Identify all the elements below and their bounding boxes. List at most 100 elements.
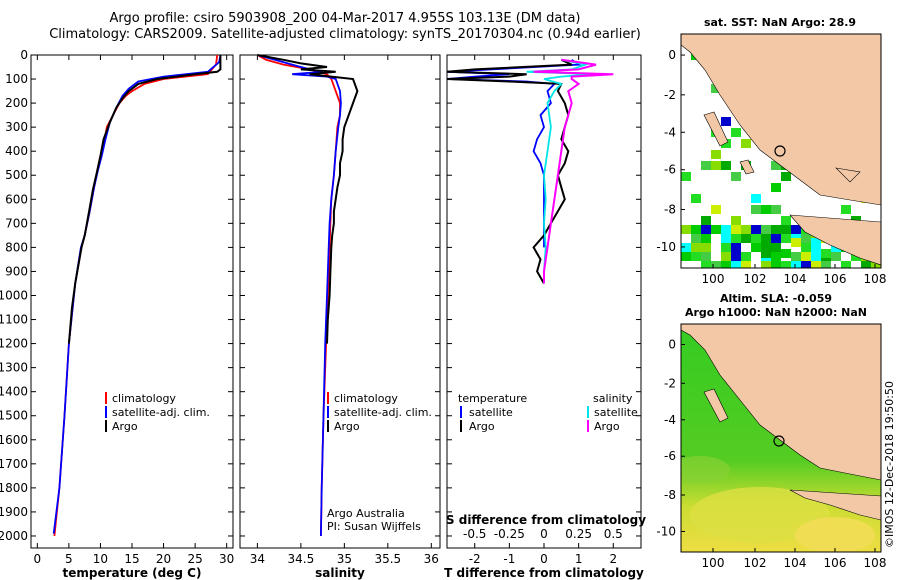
y-tick-label: 800 bbox=[5, 240, 28, 254]
figure-title-line2: Climatology: CARS2009. Satellite-adjuste… bbox=[49, 27, 641, 42]
sst-cell bbox=[741, 261, 751, 268]
temperature-panel: 0 5 10 15 20 25 300100200300400500600700800900… bbox=[0, 48, 234, 580]
plot-frame bbox=[446, 54, 642, 549]
sst-cell bbox=[731, 261, 741, 268]
sst-cell bbox=[721, 243, 731, 252]
sst-cell bbox=[861, 261, 871, 268]
y-tick-label: 100 bbox=[5, 72, 28, 86]
sst-cell bbox=[711, 261, 721, 268]
sst-cell bbox=[731, 243, 741, 252]
sst-cell bbox=[731, 216, 741, 225]
sst-cell bbox=[741, 234, 751, 243]
sst-cell bbox=[701, 216, 711, 225]
sst-cell bbox=[771, 205, 781, 214]
plot-frame bbox=[239, 54, 441, 549]
x-tick-label: 20 bbox=[156, 552, 171, 566]
map-x-tick-label: 106 bbox=[824, 556, 847, 570]
sst-cell bbox=[841, 261, 851, 268]
sst-cell bbox=[741, 139, 751, 148]
s-tick-label: -0.25 bbox=[494, 527, 525, 541]
map-y-tick-label: -4 bbox=[664, 413, 676, 427]
y-tick-label: 400 bbox=[5, 144, 28, 158]
sst-cell bbox=[811, 261, 821, 268]
sst-cell bbox=[731, 128, 741, 137]
legend-salinity-title: salinity bbox=[593, 392, 633, 405]
x-tick-label: 35.5 bbox=[374, 552, 401, 566]
sst-cell bbox=[731, 252, 741, 261]
legend-s-argo: Argo bbox=[594, 420, 620, 433]
sst-cell bbox=[781, 216, 791, 225]
x-tick-label: 0 bbox=[33, 552, 41, 566]
map-y-tick-label: -10 bbox=[656, 240, 676, 254]
sst-cell bbox=[691, 225, 701, 234]
sst-cell bbox=[691, 252, 701, 261]
map-y-tick-label: -6 bbox=[664, 449, 676, 463]
map-x-tick-label: 108 bbox=[864, 556, 887, 570]
figure-title-line1: Argo profile: csiro 5903908_200 04-Mar-2… bbox=[110, 11, 581, 26]
sst-cell bbox=[801, 243, 811, 252]
sst-cell bbox=[801, 252, 811, 261]
sst-cell bbox=[741, 252, 751, 261]
x-tick-label: 0 bbox=[540, 552, 548, 566]
legend-s-satellite: satellite bbox=[594, 406, 638, 419]
sst-cell bbox=[721, 117, 731, 126]
map-x-tick-label: 100 bbox=[702, 556, 725, 570]
sst-cell bbox=[691, 234, 701, 243]
map-y-tick-label: -8 bbox=[664, 488, 676, 502]
sst-cell bbox=[701, 234, 711, 243]
sst-cell bbox=[821, 249, 831, 258]
y-tick-label: 1100 bbox=[0, 313, 28, 327]
s-difference-axis-label: S difference from climatology bbox=[446, 513, 646, 527]
sla-map-title-line2: Argo h1000: NaN h2000: NaN bbox=[685, 306, 867, 319]
sst-cell bbox=[771, 161, 781, 170]
map-x-tick-label: 102 bbox=[744, 556, 767, 570]
legend-argo: Argo bbox=[112, 420, 138, 433]
map-x-tick-label: 108 bbox=[864, 272, 887, 286]
sst-cell bbox=[761, 261, 771, 268]
legend-climatology: climatology bbox=[334, 392, 398, 405]
y-tick-label: 2000 bbox=[0, 529, 28, 543]
y-tick-label: 1500 bbox=[0, 409, 28, 423]
map-x-tick-label: 100 bbox=[702, 272, 725, 286]
map-y-tick-label: -2 bbox=[664, 376, 676, 390]
y-tick-label: 300 bbox=[5, 120, 28, 134]
sst-cell bbox=[731, 225, 741, 234]
sst-cell bbox=[791, 225, 801, 234]
y-tick-label: 1400 bbox=[0, 385, 28, 399]
salinity-legend: climatology satellite-adj. clim. Argo Ar… bbox=[327, 392, 432, 533]
sst-cell bbox=[781, 172, 791, 181]
series-line-s-argo bbox=[533, 58, 614, 284]
sst-cell bbox=[761, 225, 771, 234]
sst-cell bbox=[751, 243, 761, 252]
sst-cell bbox=[791, 261, 801, 268]
sla-map-title-line1: Altim. SLA: -0.059 bbox=[720, 292, 832, 305]
y-tick-label: 700 bbox=[5, 216, 28, 230]
legend-satellite: satellite-adj. clim. bbox=[334, 406, 432, 419]
map-x-tick-label: 104 bbox=[784, 556, 807, 570]
s-tick-label: 0 bbox=[540, 527, 548, 541]
sst-cell bbox=[811, 243, 821, 252]
y-tick-label: 1000 bbox=[0, 288, 28, 302]
x-tick-label: 30 bbox=[219, 552, 234, 566]
sst-cell bbox=[781, 249, 791, 258]
sst-cell bbox=[721, 261, 731, 268]
x-tick-label: 34 bbox=[250, 552, 265, 566]
x-tick-label: 1 bbox=[575, 552, 583, 566]
y-tick-label: 600 bbox=[5, 192, 28, 206]
plot-frame bbox=[30, 54, 234, 549]
x-axis-label: temperature (deg C) bbox=[63, 566, 202, 580]
sst-cell bbox=[701, 252, 711, 261]
sst-cell bbox=[721, 139, 731, 148]
sst-cell bbox=[721, 252, 731, 261]
sst-cell bbox=[771, 183, 781, 192]
map-y-tick-label: -10 bbox=[656, 524, 676, 538]
legend-climatology: climatology bbox=[112, 392, 176, 405]
map-y-tick-label: -2 bbox=[664, 88, 676, 102]
legend-argo: Argo bbox=[334, 420, 360, 433]
map-axes: 100 102 104 106 108 0 -2 -4 -6 -8 -10 100 102 104 106 1… bbox=[656, 48, 886, 570]
sst-cell bbox=[751, 194, 761, 203]
x-axis-label: salinity bbox=[315, 566, 365, 580]
sla-map bbox=[680, 323, 882, 553]
sst-cell bbox=[841, 205, 851, 214]
sst-cell bbox=[791, 238, 801, 247]
